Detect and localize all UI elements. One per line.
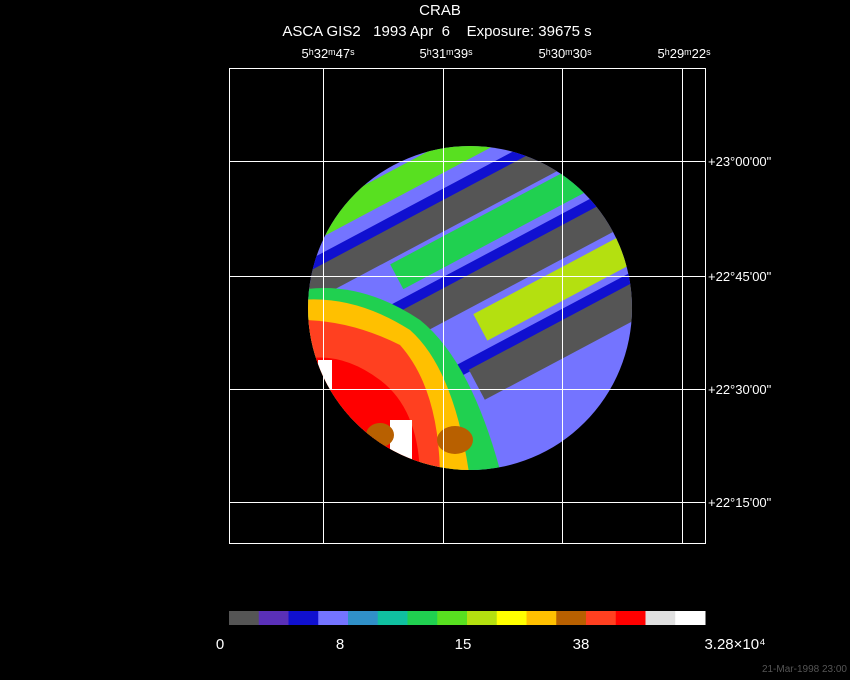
colorbar-cell [615, 611, 646, 625]
coordinate-grid [229, 68, 706, 544]
colorbar-cell [467, 611, 498, 625]
ra-label: 5ʰ32ᵐ47ˢ [302, 46, 356, 61]
colorbar-cell [318, 611, 349, 625]
colorbar-label: 0 [216, 636, 224, 653]
colorbar-label: 15 [455, 636, 472, 653]
colorbar-cell [645, 611, 676, 625]
subtitle: ASCA GIS2 1993 Apr 6 Exposure: 39675 s [282, 23, 591, 40]
colorbar-label: 8 [336, 636, 344, 653]
colorbar-cell [437, 611, 468, 625]
ra-label: 5ʰ29ᵐ22ˢ [658, 46, 712, 61]
colorbar-cell [496, 611, 527, 625]
ra-label: 5ʰ31ᵐ39ˢ [420, 46, 474, 61]
footer-timestamp: 21-Mar-1998 23:00 [762, 664, 847, 675]
colorbar-cell [556, 611, 587, 625]
dec-label: +23°00'00" [708, 154, 772, 169]
ra-label: 5ʰ30ᵐ30ˢ [539, 46, 593, 61]
colorbar-cell [229, 611, 260, 625]
colorbar-cell [258, 611, 289, 625]
colorbar-cell [288, 611, 319, 625]
dec-label: +22°45'00" [708, 269, 772, 284]
dec-label: +22°30'00" [708, 382, 772, 397]
dec-label: +22°15'00" [708, 495, 772, 510]
colorbar-cell [377, 611, 408, 625]
title: CRAB [419, 2, 461, 19]
colorbar-cell [407, 611, 438, 625]
colorbar-cell [526, 611, 557, 625]
colorbar-label: 38 [573, 636, 590, 653]
colorbar-cell [348, 611, 379, 625]
colorbar-cell [675, 611, 706, 625]
colorbar-label: 3.28×10⁴ [704, 636, 765, 653]
colorbar [229, 611, 706, 625]
sky-image [308, 146, 632, 470]
colorbar-cell [586, 611, 617, 625]
